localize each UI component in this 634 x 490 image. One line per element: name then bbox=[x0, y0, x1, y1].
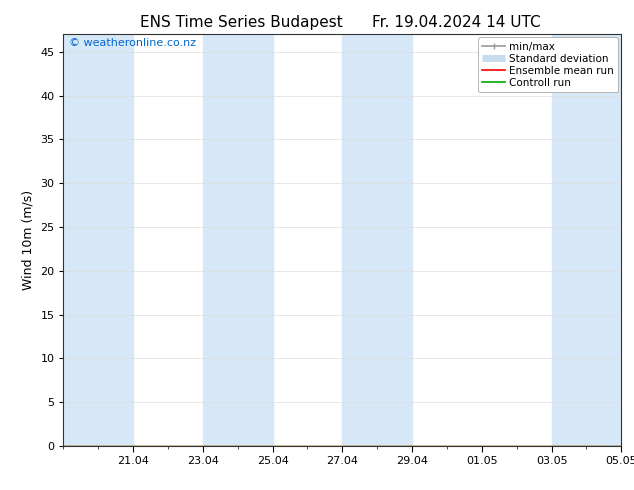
Bar bbox=[552, 34, 621, 446]
Bar bbox=[203, 34, 273, 446]
Text: Fr. 19.04.2024 14 UTC: Fr. 19.04.2024 14 UTC bbox=[372, 15, 541, 30]
Bar bbox=[342, 34, 412, 446]
Bar bbox=[63, 34, 133, 446]
Y-axis label: Wind 10m (m/s): Wind 10m (m/s) bbox=[22, 190, 35, 290]
Legend: min/max, Standard deviation, Ensemble mean run, Controll run: min/max, Standard deviation, Ensemble me… bbox=[478, 37, 618, 92]
Text: ENS Time Series Budapest: ENS Time Series Budapest bbox=[139, 15, 342, 30]
Text: © weatheronline.co.nz: © weatheronline.co.nz bbox=[69, 38, 196, 49]
